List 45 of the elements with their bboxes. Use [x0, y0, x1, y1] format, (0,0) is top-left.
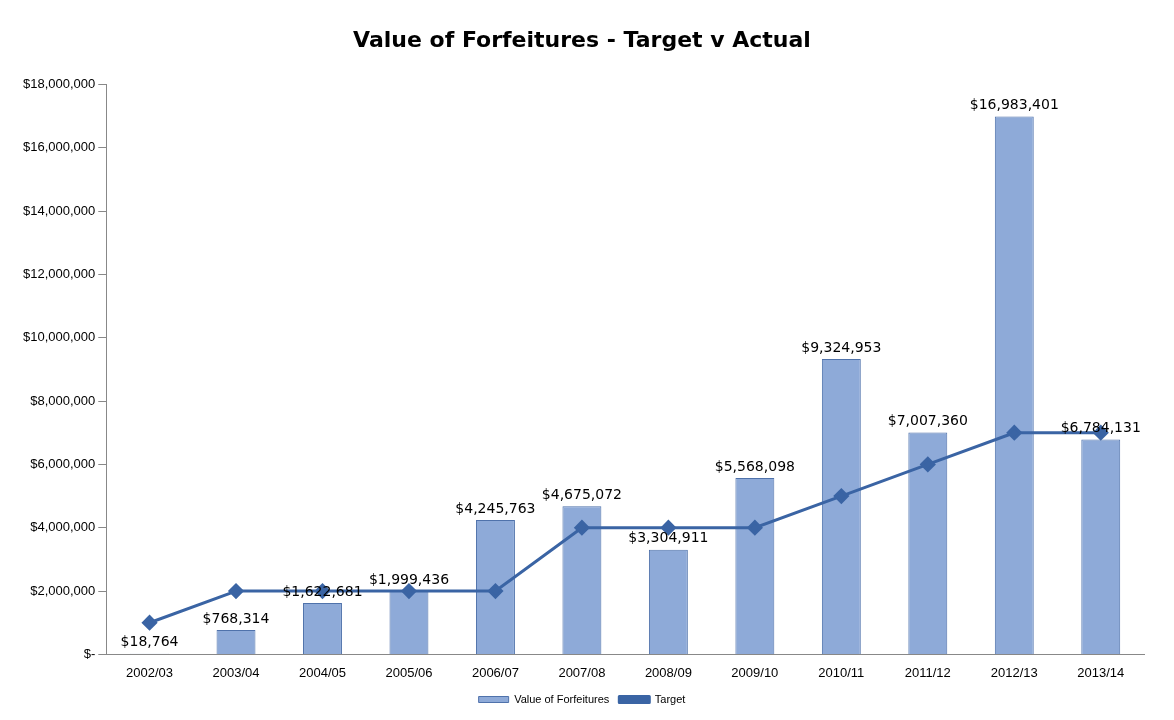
data-label: $768,314: [202, 609, 270, 626]
data-label: $9,324,953: [801, 338, 882, 355]
data-label: $4,675,072: [541, 486, 622, 502]
point: [747, 520, 763, 536]
point: [920, 456, 936, 472]
chart-title: Value of Forfeitures - Target v Actual: [353, 26, 811, 52]
x-tick-label: 2007/08: [558, 664, 606, 680]
legend-label: Value of Forfeitures: [514, 692, 610, 705]
x-tick-label: 2003/04: [212, 664, 260, 680]
legend-label: Target: [654, 692, 686, 705]
y-tick-label: $6,000,000: [30, 455, 96, 471]
y-tick-label: $14,000,000: [23, 202, 96, 218]
data-label: $5,568,098: [714, 457, 795, 474]
x-tick-label: 2006/07: [471, 664, 519, 680]
y-tick-label: $8,000,000: [30, 392, 96, 408]
point: [574, 520, 590, 536]
y-tick-label: $10,000,000: [23, 329, 96, 345]
y-tick-label: $4,000,000: [30, 519, 96, 535]
point: [833, 488, 849, 504]
data-label: $3,304,911: [628, 529, 709, 546]
data-label: $6,784,131: [1060, 419, 1141, 436]
data-label: $18,764: [120, 633, 179, 650]
data-label: $4,245,763: [455, 499, 536, 516]
point: [1006, 425, 1022, 441]
y-tick-label: $12,000,000: [23, 265, 96, 281]
data-label: $7,007,360: [887, 412, 968, 429]
x-tick-label: 2012/13: [990, 664, 1038, 680]
point: [487, 583, 503, 599]
x-tick-label: 2004/05: [298, 664, 346, 680]
data-label: $1,999,436: [368, 570, 450, 587]
x-tick-label: 2010/11: [818, 664, 865, 680]
x-tick-label: 2013/14: [1077, 664, 1125, 680]
point: [142, 615, 158, 631]
x-tick-label: 2005/06: [385, 664, 433, 680]
x-tick-label: 2002/03: [126, 664, 174, 680]
x-tick-label: 2011/12: [904, 664, 951, 680]
y-tick-label: $-: [83, 645, 96, 661]
y-tick-label: $18,000,000: [23, 75, 96, 91]
point: [228, 583, 244, 599]
y-tick-label: $2,000,000: [30, 582, 96, 598]
x-tick-label: 2008/09: [644, 664, 692, 680]
data-label: $16,983,401: [969, 96, 1059, 113]
y-tick-label: $16,000,000: [23, 139, 96, 155]
data-label: $1,622,681: [282, 582, 363, 599]
x-tick-label: 2009/10: [731, 664, 779, 680]
